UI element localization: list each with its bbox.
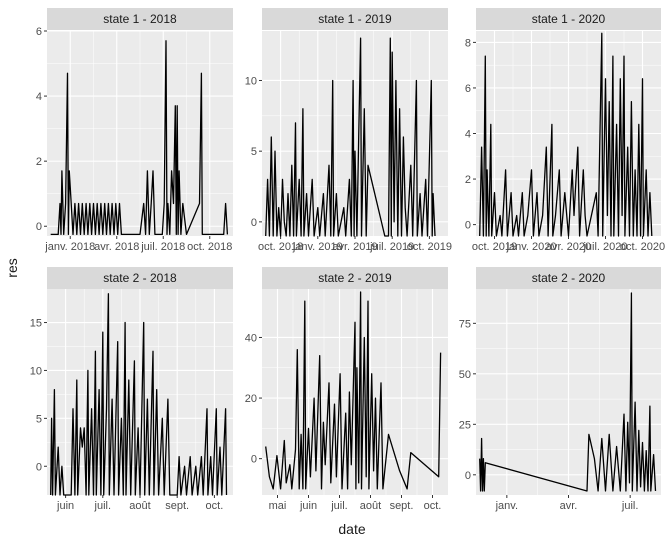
y-tick-label: 8 xyxy=(465,37,471,49)
facet-panel: state 2 - 2019 0 20 40 mai juin juil. août sept.… xyxy=(245,267,448,512)
y-tick-label: 4 xyxy=(465,129,471,141)
y-tick-label: 2 xyxy=(465,174,471,186)
facet-title: state 1 - 2019 xyxy=(318,12,392,26)
facet-strip xyxy=(476,8,661,30)
x-tick-label: avr. 2019 xyxy=(332,241,377,253)
facet-strip xyxy=(262,8,448,30)
y-tick-label: 75 xyxy=(459,318,471,330)
x-tick-label: juil. 2018 xyxy=(140,241,185,253)
x-tick-label: sept. xyxy=(165,500,189,512)
x-tick-label: avr. xyxy=(560,500,578,512)
x-tick-label: oct. 2018 xyxy=(187,241,232,253)
facet-title: state 1 - 2020 xyxy=(532,12,606,26)
y-tick-label: 25 xyxy=(459,419,471,431)
y-tick-label: 10 xyxy=(30,365,42,377)
facet-strip xyxy=(47,8,233,30)
y-tick-label: 40 xyxy=(245,332,257,344)
y-tick-label: 6 xyxy=(465,83,471,95)
y-tick-label: 50 xyxy=(459,369,471,381)
series-line xyxy=(479,292,657,492)
x-tick-label: janv. 2019 xyxy=(292,241,343,253)
y-axis-label: res xyxy=(4,258,20,277)
x-tick-label: oct. xyxy=(206,500,224,512)
x-tick-label: oct. 2020 xyxy=(620,241,665,253)
facet-strip xyxy=(476,267,661,289)
x-tick-label: sept. xyxy=(390,500,414,512)
x-tick-label: juil. 2019 xyxy=(369,241,414,253)
y-tick-label: 0 xyxy=(36,461,42,473)
x-tick-label: août xyxy=(360,500,381,512)
series-line xyxy=(265,37,436,237)
x-tick-label: juil. 2020 xyxy=(582,241,627,253)
facet-title: state 2 - 2019 xyxy=(318,271,392,285)
y-tick-label: 5 xyxy=(251,146,257,158)
series-line xyxy=(50,293,228,496)
x-axis-label: date xyxy=(338,521,365,537)
x-tick-label: avr. 2018 xyxy=(94,241,139,253)
x-tick-label: oct. 2019 xyxy=(407,241,452,253)
y-tick-label: 0 xyxy=(465,470,471,482)
facet-strip xyxy=(262,267,448,289)
x-tick-label: oct. 2019 xyxy=(472,241,517,253)
y-tick-label: 10 xyxy=(245,75,257,87)
y-tick-label: 5 xyxy=(36,413,42,425)
series-line xyxy=(265,291,442,490)
x-tick-label: janv. 2020 xyxy=(506,241,557,253)
series-line xyxy=(479,32,653,237)
y-tick-label: 0 xyxy=(36,221,42,233)
x-tick-label: juin xyxy=(299,500,317,512)
x-tick-label: juil. xyxy=(94,500,112,512)
x-tick-label: juin xyxy=(56,500,74,512)
y-tick-label: 20 xyxy=(245,393,257,405)
x-tick-label: avr. 2020 xyxy=(546,241,591,253)
y-tick-label: 15 xyxy=(30,318,42,330)
x-tick-label: juil. xyxy=(621,500,639,512)
x-tick-label: juil. xyxy=(330,500,348,512)
facet-title: state 2 - 2020 xyxy=(532,271,606,285)
x-tick-label: oct. 2018 xyxy=(258,241,303,253)
x-tick-label: janv. 2018 xyxy=(44,241,95,253)
y-tick-label: 2 xyxy=(36,156,42,168)
facet-strip xyxy=(47,267,233,289)
y-tick-label: 6 xyxy=(36,26,42,38)
facet-title: state 2 - 2018 xyxy=(103,271,177,285)
x-tick-label: mai xyxy=(269,500,287,512)
series-line xyxy=(50,40,229,236)
facet-panel: state 2 - 2020 0 25 50 75 janv. avr. juil. xyxy=(459,267,661,512)
x-tick-label: janv. xyxy=(495,500,518,512)
x-tick-label: août xyxy=(129,500,150,512)
y-tick-label: 0 xyxy=(465,220,471,232)
facet-panel: state 2 - 2018 0 5 10 15 juin juil. août sept. oc… xyxy=(30,267,233,512)
y-tick-label: 0 xyxy=(251,454,257,466)
y-tick-label: 0 xyxy=(251,217,257,229)
x-tick-label: oct. xyxy=(424,500,442,512)
y-tick-label: 4 xyxy=(36,91,42,103)
facet-title: state 1 - 2018 xyxy=(103,12,177,26)
